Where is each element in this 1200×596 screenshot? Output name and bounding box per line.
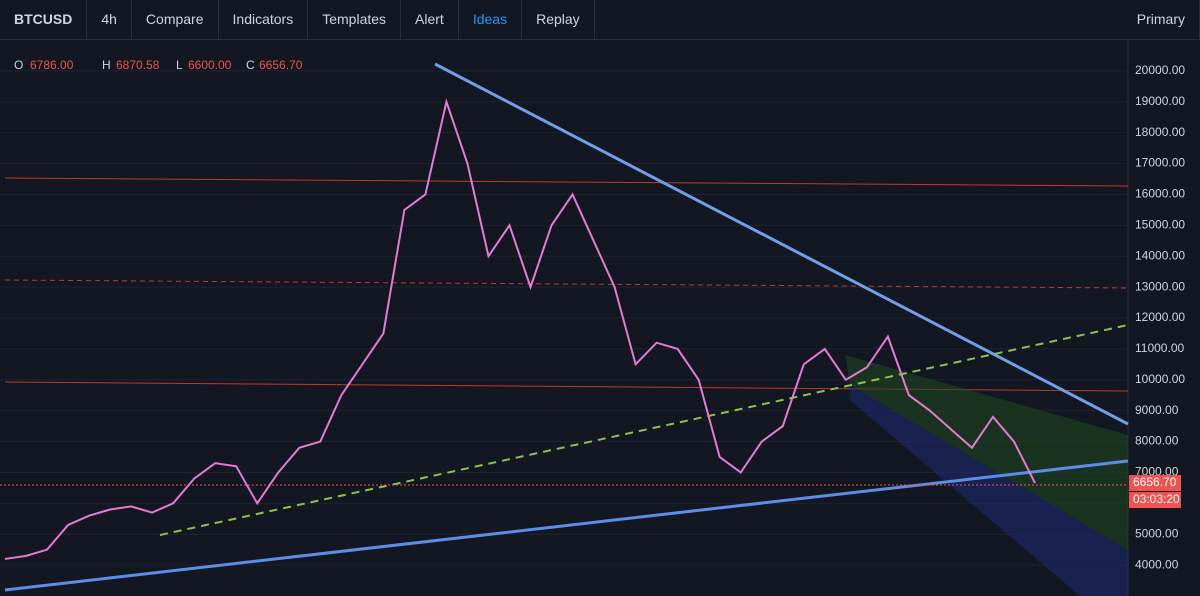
y-tick-label: 9000.00 — [1135, 403, 1179, 417]
ohlc-value: 6786.00 — [30, 58, 74, 72]
layout[interactable]: Primary — [1123, 0, 1200, 39]
alert[interactable]: Alert — [401, 0, 459, 39]
level-line — [4, 177, 1129, 187]
trend-line — [4, 459, 1129, 592]
ohlc-label: C — [246, 58, 255, 72]
countdown: 03:03:20 — [1133, 492, 1180, 506]
y-tick-label: 4000.00 — [1135, 557, 1179, 571]
ohlc-value: 6600.00 — [188, 58, 232, 72]
ohlc-label: L — [176, 58, 183, 72]
y-tick-label: 5000.00 — [1135, 526, 1179, 540]
y-tick-label: 17000.00 — [1135, 156, 1185, 170]
price-badge — [1129, 475, 1181, 492]
y-tick-label: 16000.00 — [1135, 187, 1185, 201]
y-tick-label: 15000.00 — [1135, 218, 1185, 232]
ohlc-label: H — [102, 58, 111, 72]
y-tick-label: 19000.00 — [1135, 94, 1185, 108]
y-tick-label: 10000.00 — [1135, 372, 1185, 386]
interval[interactable]: 4h — [87, 0, 132, 39]
channel — [845, 355, 1128, 550]
trend-line — [159, 324, 1129, 536]
countdown-badge — [1129, 492, 1181, 509]
y-tick-label: 13000.00 — [1135, 279, 1185, 293]
ohlc-value: 6656.70 — [259, 58, 303, 72]
y-tick-label: 12000.00 — [1135, 310, 1185, 324]
toolbar: BTCUSD 4h Compare Indicators Templates A… — [0, 0, 1200, 40]
y-tick-label: 8000.00 — [1135, 434, 1179, 448]
replay[interactable]: Replay — [522, 0, 595, 39]
compare[interactable]: Compare — [132, 0, 219, 39]
trend-line — [434, 62, 1129, 426]
ideas[interactable]: Ideas — [459, 0, 523, 39]
chart: O 6786.00 H 6870.58 L 6600.00 C 6656.70 … — [0, 40, 1185, 596]
ohlc-value: 6870.58 — [116, 58, 160, 72]
y-tick-label: 20000.00 — [1135, 63, 1185, 77]
channel — [850, 385, 1128, 596]
indicators[interactable]: Indicators — [219, 0, 309, 39]
y-tick-label: 14000.00 — [1135, 248, 1185, 262]
y-tick-label: 18000.00 — [1135, 125, 1185, 139]
level-line — [4, 279, 1129, 289]
templates[interactable]: Templates — [308, 0, 402, 39]
y-tick-label: 11000.00 — [1135, 341, 1184, 355]
ohlc-label: O — [14, 58, 23, 72]
symbol[interactable]: BTCUSD — [0, 0, 88, 39]
price-label: 6656.70 — [1133, 475, 1177, 489]
price-line — [4, 98, 1036, 560]
